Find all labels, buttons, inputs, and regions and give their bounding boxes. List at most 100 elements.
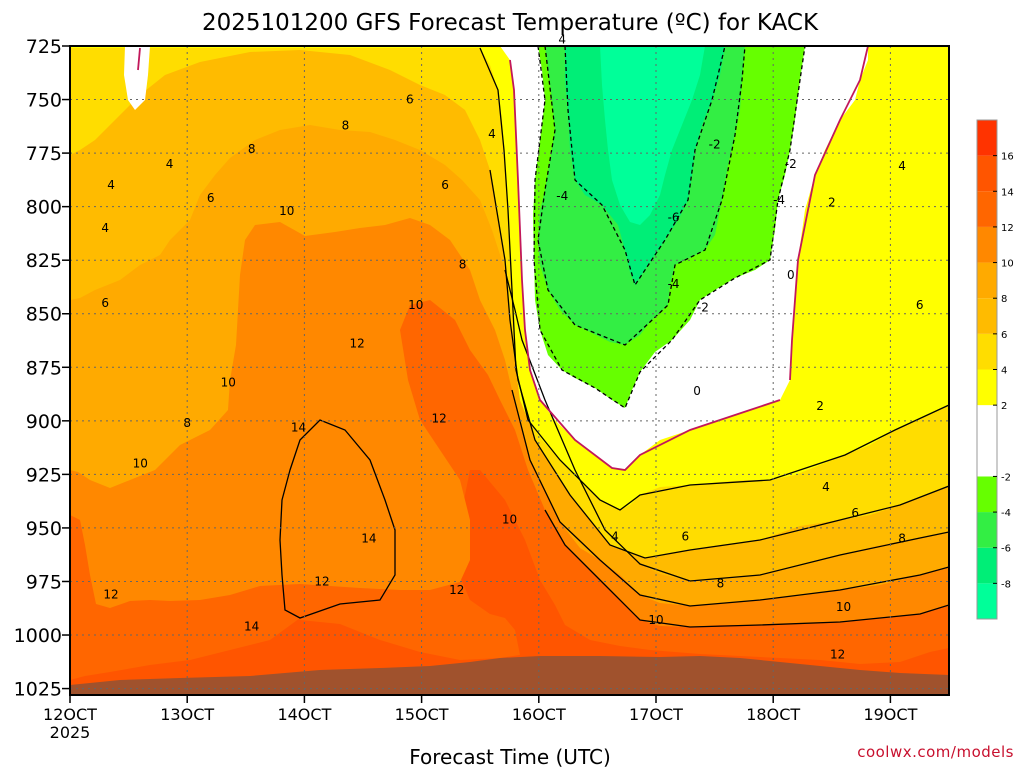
band-neg2-2-topleft: [124, 46, 150, 110]
contour-label: 4: [166, 157, 174, 171]
y-tick-label: 950: [26, 518, 62, 540]
colorbar-band: [977, 298, 997, 334]
y-axis: 725 750 775 800 825 850 875 900 925 950 975 1000 102…: [14, 36, 70, 701]
contour-label: 12: [432, 412, 447, 426]
contour-label: 8: [342, 118, 350, 132]
y-tick-label: 875: [26, 357, 62, 379]
colorbar-label: 2: [1001, 401, 1007, 412]
contour-line-0-topleft: [137, 47, 141, 71]
contour-label: 10: [408, 298, 423, 312]
y-tick-label: 725: [26, 36, 62, 58]
colorbar-label: -4: [1001, 508, 1011, 519]
contour-line-neg2: [533, 46, 806, 409]
colorbar-label: 14: [1001, 187, 1014, 198]
contour-label: 4: [611, 529, 619, 543]
plot-frame: [69, 45, 950, 696]
contour-label: 2: [816, 399, 824, 413]
contour-line-0-right: [789, 46, 869, 381]
colorbar-label: -8: [1001, 579, 1011, 590]
colorbar-band: [977, 333, 997, 370]
y-tick-label: 775: [26, 143, 62, 165]
contour-line-6: [489, 169, 949, 559]
contour-label: 10: [221, 375, 236, 389]
contour-label: 4: [898, 159, 906, 173]
contour-line-12: [544, 509, 949, 628]
contour-line-8: [504, 269, 949, 582]
contour-label: 6: [916, 298, 924, 312]
contour-label: 8: [183, 416, 191, 430]
x-tick-label: 17OCT: [629, 705, 683, 724]
contour-line-neg4: [537, 46, 746, 346]
x-tick-label: 19OCT: [863, 705, 917, 724]
colorbar-band: [977, 547, 997, 584]
contour-label: 10: [648, 613, 663, 627]
colorbar-label: 4: [1001, 366, 1007, 377]
contour-line-10: [511, 389, 949, 607]
ground-surface: [70, 656, 949, 695]
contour-label: 8: [459, 257, 467, 271]
contour-label: 12: [449, 583, 464, 597]
y-tick-label: 825: [26, 250, 62, 272]
contour-label: 0: [787, 268, 795, 282]
contour-label: -6: [668, 210, 680, 224]
colorbar-band: [977, 120, 997, 156]
contour-label: 12: [830, 647, 845, 661]
contour-label: 10: [279, 204, 294, 218]
colorbar-band: [977, 583, 997, 619]
contour-label: 8: [717, 577, 725, 591]
contour-label: 0: [693, 384, 701, 398]
contour-label: 6: [207, 191, 215, 205]
contour-label: 4: [822, 480, 830, 494]
y-tick-label: 750: [26, 90, 62, 112]
contour-label: 12: [349, 337, 364, 351]
colorbar-band: [977, 155, 997, 192]
contour-label: 4: [107, 178, 115, 192]
gridlines: [70, 46, 949, 695]
contour-label: 10: [502, 512, 517, 526]
colorbar-band: [977, 226, 997, 263]
contour-label: 10: [133, 457, 148, 471]
colorbar-label: 6: [1001, 330, 1007, 341]
contour-label: 10: [836, 600, 851, 614]
y-tick-label: 1025: [14, 679, 62, 701]
colorbar-band: [977, 476, 997, 513]
colorbar-band: [977, 405, 997, 477]
contour-label: 6: [406, 93, 414, 107]
contour-labels: 4 -4 -6 -4 -2 -2 -2 -4 0 0 2 2 4 4 6 6 8 10 12 4 6 8 10 10 12 12 1…: [101, 33, 923, 662]
y-tick-label: 850: [26, 304, 62, 326]
credit-text: coolwx.com/models: [857, 743, 1014, 761]
x-tick-label: 13OCT: [160, 705, 214, 724]
contour-label: 8: [898, 532, 906, 546]
x-tick-label: 15OCT: [395, 705, 449, 724]
contour-label: 6: [101, 296, 109, 310]
y-tick-label: 1000: [14, 625, 62, 647]
x-axis-label: Forecast Time (UTC): [409, 745, 611, 768]
band-neg10-neg8: [600, 46, 705, 225]
colorbar-label: -2: [1001, 472, 1011, 483]
contour-line-0-left: [509, 59, 781, 471]
contour-label: 6: [681, 529, 689, 543]
colorbar-band: [977, 369, 997, 406]
chart-title: 2025101200 GFS Forecast Temperature (ºC)…: [202, 10, 819, 36]
contour-label: 14: [244, 619, 259, 633]
contour-label: 12: [314, 574, 329, 588]
colorbar-label: 12: [1001, 223, 1014, 234]
colorbar-label: 10: [1001, 259, 1014, 270]
x-year-label: 2025: [50, 723, 91, 742]
contour-label: -4: [773, 193, 785, 207]
y-tick-label: 800: [26, 197, 62, 219]
colorbar-band: [977, 191, 997, 227]
colorbar-label: -6: [1001, 544, 1011, 555]
contour-line-14: [279, 419, 396, 619]
colorbar-band: [977, 512, 997, 548]
contour-label: 4: [101, 221, 109, 235]
y-tick-label: 925: [26, 464, 62, 486]
x-tick-label: 12OCT: [43, 705, 97, 724]
x-axis: 12OCT 13OCT 14OCT 15OCT 16OCT 17OCT 18OCT 19OCT: [43, 695, 918, 724]
x-tick-label: 16OCT: [512, 705, 566, 724]
colorbar-band: [977, 262, 997, 299]
y-tick-label: 975: [26, 571, 62, 593]
colorbar-label: 16: [1001, 152, 1014, 163]
colorbar: 16 14 12 10 8 6 4 2 -2 -4 -6 -8: [976, 119, 1014, 620]
